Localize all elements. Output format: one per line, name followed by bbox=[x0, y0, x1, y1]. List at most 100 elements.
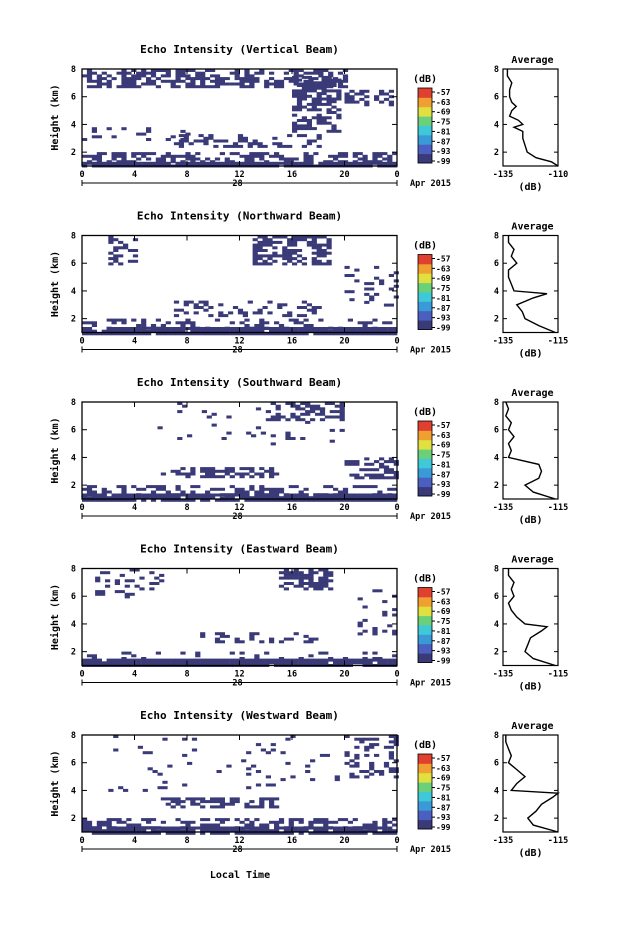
echo-cell bbox=[308, 826, 314, 830]
echo-cell bbox=[393, 743, 399, 747]
echo-cell bbox=[252, 259, 258, 263]
echo-cell bbox=[259, 467, 265, 471]
echo-cell bbox=[244, 658, 250, 662]
echo-cell bbox=[313, 498, 319, 502]
echo-cell bbox=[301, 75, 307, 79]
colorbar-segment bbox=[418, 273, 432, 284]
echo-cell bbox=[316, 246, 322, 250]
colorbar-tick-label: -69 bbox=[436, 774, 451, 783]
colorbar-segment bbox=[418, 263, 432, 274]
echo-cell bbox=[150, 69, 157, 72]
echo-cell bbox=[283, 571, 289, 575]
echo-cell bbox=[292, 129, 298, 133]
echo-cell bbox=[239, 321, 245, 325]
echo-cell bbox=[326, 100, 332, 104]
echo-cell bbox=[364, 292, 370, 296]
echo-cell bbox=[374, 743, 380, 747]
echo-cell bbox=[262, 306, 268, 309]
echo-cell bbox=[387, 829, 393, 833]
echo-cell bbox=[232, 306, 239, 309]
echo-cell bbox=[278, 576, 285, 580]
echo-cell bbox=[379, 473, 385, 477]
echo-cell bbox=[116, 661, 122, 665]
echo-cell bbox=[113, 238, 119, 242]
echo-cell bbox=[369, 761, 375, 765]
echo-cell bbox=[146, 496, 152, 500]
echo-cell bbox=[296, 102, 303, 106]
colorbar-segment bbox=[418, 320, 432, 330]
echo-cell bbox=[146, 485, 152, 489]
panel-title: Echo Intensity (Westward Beam) bbox=[140, 709, 339, 722]
echo-cell bbox=[249, 487, 255, 491]
echo-cell bbox=[311, 308, 317, 312]
echo-cell bbox=[311, 235, 317, 239]
echo-cell bbox=[344, 97, 350, 101]
y-tick-label: 2 bbox=[71, 648, 76, 658]
echo-cell bbox=[313, 826, 319, 830]
echo-cell bbox=[211, 412, 217, 416]
echo-cell bbox=[352, 818, 358, 822]
echo-cell bbox=[364, 745, 370, 749]
profile-y-tick-label: 6 bbox=[494, 93, 499, 103]
echo-cell bbox=[298, 657, 304, 660]
echo-cell bbox=[362, 154, 368, 158]
echo-cell bbox=[364, 468, 370, 472]
echo-cell bbox=[254, 161, 260, 165]
echo-cell bbox=[383, 764, 390, 768]
echo-cell bbox=[277, 240, 283, 244]
echo-cell bbox=[121, 154, 127, 158]
echo-cell bbox=[111, 161, 117, 165]
echo-cell bbox=[326, 251, 332, 255]
echo-cell bbox=[249, 829, 255, 833]
echo-cell bbox=[296, 124, 303, 128]
echo-cell bbox=[319, 412, 326, 416]
echo-cell bbox=[278, 831, 285, 835]
echo-cell bbox=[392, 327, 398, 330]
echo-cell bbox=[354, 462, 360, 466]
echo-cell bbox=[306, 303, 312, 307]
echo-cell bbox=[342, 69, 349, 72]
echo-cell bbox=[229, 802, 235, 806]
echo-cell bbox=[175, 329, 181, 333]
echo-cell bbox=[91, 161, 97, 165]
x-tick-label: 0 bbox=[394, 337, 399, 347]
echo-cell bbox=[269, 467, 275, 471]
echo-cell bbox=[121, 658, 127, 662]
echo-cell bbox=[234, 818, 240, 822]
echo-cell bbox=[178, 144, 184, 148]
colorbar-tick-label: -99 bbox=[436, 657, 451, 666]
echo-cell bbox=[185, 826, 191, 830]
echo-cell bbox=[219, 640, 225, 644]
echo-cell bbox=[352, 496, 358, 500]
echo-cell bbox=[146, 658, 152, 662]
echo-cell bbox=[147, 751, 153, 755]
echo-cell bbox=[269, 327, 275, 330]
colorbar-segment bbox=[418, 301, 432, 312]
echo-cell bbox=[219, 820, 225, 824]
echo-cell bbox=[185, 797, 191, 801]
echo-cell bbox=[170, 829, 176, 833]
echo-cell bbox=[342, 661, 349, 665]
echo-cell bbox=[344, 761, 350, 765]
echo-cell bbox=[318, 318, 324, 322]
echo-cell bbox=[229, 467, 235, 471]
echo-region bbox=[95, 568, 165, 599]
echo-cell bbox=[308, 823, 314, 827]
echo-cell bbox=[323, 661, 329, 665]
echo-cell bbox=[237, 136, 244, 140]
echo-cell bbox=[205, 326, 211, 330]
echo-cell bbox=[82, 332, 88, 336]
echo-cell bbox=[337, 85, 344, 89]
echo-cell bbox=[328, 329, 334, 333]
echo-cell bbox=[252, 142, 258, 146]
echo-cell bbox=[254, 496, 260, 500]
echo-cell bbox=[111, 321, 117, 325]
echo-cell bbox=[160, 324, 166, 327]
echo-cell bbox=[160, 493, 166, 497]
echo-cell bbox=[349, 775, 355, 779]
echo-cell bbox=[301, 124, 307, 128]
echo-cell bbox=[374, 753, 380, 757]
echo-cell bbox=[249, 826, 255, 830]
echo-cell bbox=[352, 498, 358, 502]
echo-cell bbox=[298, 571, 304, 575]
